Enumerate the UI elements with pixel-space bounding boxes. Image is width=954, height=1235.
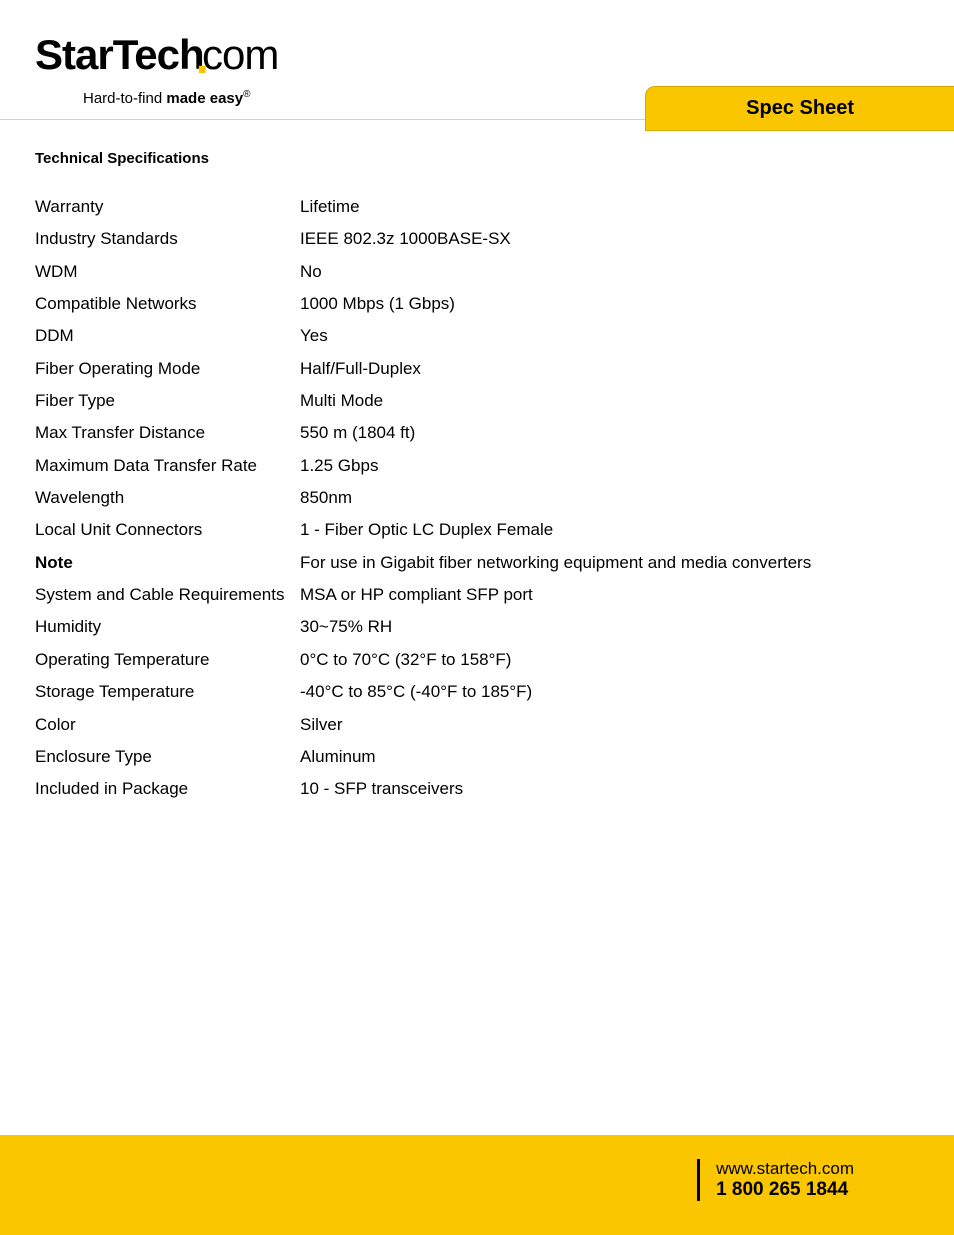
spec-value: Half/Full-Duplex	[300, 353, 819, 385]
spec-value: Lifetime	[300, 191, 819, 223]
spec-value: MSA or HP compliant SFP port	[300, 579, 819, 611]
spec-label: Local Unit Connectors	[35, 514, 300, 546]
table-row: Fiber TypeMulti Mode	[35, 385, 819, 417]
table-row: Included in Package10 - SFP transceivers	[35, 773, 819, 805]
spec-value: 850nm	[300, 482, 819, 514]
spec-label: Maximum Data Transfer Rate	[35, 450, 300, 482]
specifications-table: WarrantyLifetimeIndustry StandardsIEEE 8…	[35, 191, 819, 806]
spec-value: 1 - Fiber Optic LC Duplex Female	[300, 514, 819, 546]
footer-url: www.startech.com	[716, 1159, 854, 1179]
table-row: WarrantyLifetime	[35, 191, 819, 223]
tagline-bold: made easy	[166, 90, 243, 107]
logo-text-2: com	[202, 31, 278, 78]
spec-label: Max Transfer Distance	[35, 417, 300, 449]
spec-value: IEEE 802.3z 1000BASE-SX	[300, 223, 819, 255]
footer-phone: 1 800 265 1844	[716, 1179, 854, 1201]
spec-value: Aluminum	[300, 741, 819, 773]
spec-label: Operating Temperature	[35, 644, 300, 676]
table-row: Storage Temperature-40°C to 85°C (-40°F …	[35, 676, 819, 708]
spec-value: Silver	[300, 709, 819, 741]
spec-value: -40°C to 85°C (-40°F to 185°F)	[300, 676, 819, 708]
spec-label: Fiber Type	[35, 385, 300, 417]
table-row: Wavelength850nm	[35, 482, 819, 514]
spec-label: Note	[35, 547, 300, 579]
spec-sheet-tab: Spec Sheet	[645, 86, 954, 131]
table-row: Enclosure TypeAluminum	[35, 741, 819, 773]
table-row: Compatible Networks1000 Mbps (1 Gbps)	[35, 288, 819, 320]
table-row: WDMNo	[35, 256, 819, 288]
table-row: Max Transfer Distance550 m (1804 ft)	[35, 417, 819, 449]
spec-label: Enclosure Type	[35, 741, 300, 773]
spec-label: DDM	[35, 320, 300, 352]
table-row: System and Cable RequirementsMSA or HP c…	[35, 579, 819, 611]
spec-label: Color	[35, 709, 300, 741]
content-region: Technical Specifications WarrantyLifetim…	[0, 120, 954, 806]
table-row: Humidity30~75% RH	[35, 611, 819, 643]
tagline-prefix: Hard-to-find	[83, 90, 166, 107]
spec-label: Warranty	[35, 191, 300, 223]
spec-value: 1000 Mbps (1 Gbps)	[300, 288, 819, 320]
spec-label: WDM	[35, 256, 300, 288]
table-row: DDMYes	[35, 320, 819, 352]
spec-value: No	[300, 256, 819, 288]
spec-value: For use in Gigabit fiber networking equi…	[300, 547, 819, 579]
spec-label: Humidity	[35, 611, 300, 643]
footer-contact: www.startech.com 1 800 265 1844	[697, 1159, 854, 1201]
table-row: Local Unit Connectors1 - Fiber Optic LC …	[35, 514, 819, 546]
brand-logo: StarTech.com	[35, 30, 954, 85]
table-row: Fiber Operating ModeHalf/Full-Duplex	[35, 353, 819, 385]
spec-value: Yes	[300, 320, 819, 352]
spec-label: Industry Standards	[35, 223, 300, 255]
spec-value: 0°C to 70°C (32°F to 158°F)	[300, 644, 819, 676]
logo-text-1: StarTech	[35, 31, 204, 78]
spec-label: Included in Package	[35, 773, 300, 805]
table-row: Operating Temperature0°C to 70°C (32°F t…	[35, 644, 819, 676]
page-footer: www.startech.com 1 800 265 1844	[0, 1135, 954, 1235]
spec-value: 1.25 Gbps	[300, 450, 819, 482]
spec-label: Storage Temperature	[35, 676, 300, 708]
section-title: Technical Specifications	[35, 150, 919, 167]
spec-label: Fiber Operating Mode	[35, 353, 300, 385]
spec-label: Wavelength	[35, 482, 300, 514]
page-header: StarTech.com Hard-to-find made easy® Spe…	[0, 0, 954, 120]
spec-value: 30~75% RH	[300, 611, 819, 643]
spec-value: Multi Mode	[300, 385, 819, 417]
table-row: Maximum Data Transfer Rate1.25 Gbps	[35, 450, 819, 482]
table-row: Industry StandardsIEEE 802.3z 1000BASE-S…	[35, 223, 819, 255]
spec-label: System and Cable Requirements	[35, 579, 300, 611]
registered-icon: ®	[243, 89, 250, 100]
spec-value: 550 m (1804 ft)	[300, 417, 819, 449]
table-row: NoteFor use in Gigabit fiber networking …	[35, 547, 819, 579]
spec-value: 10 - SFP transceivers	[300, 773, 819, 805]
spec-label: Compatible Networks	[35, 288, 300, 320]
table-row: ColorSilver	[35, 709, 819, 741]
